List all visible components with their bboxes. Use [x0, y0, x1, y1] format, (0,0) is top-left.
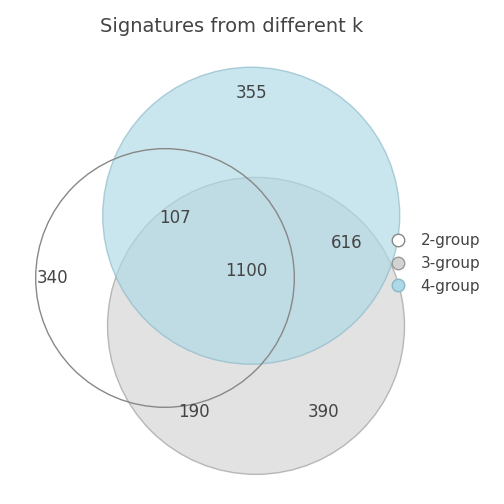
Circle shape [103, 67, 400, 364]
Text: 340: 340 [37, 269, 69, 287]
Text: 616: 616 [331, 233, 363, 251]
Text: 1100: 1100 [225, 262, 268, 280]
Text: 390: 390 [307, 403, 339, 421]
Title: Signatures from different k: Signatures from different k [100, 17, 364, 36]
Text: 355: 355 [235, 84, 267, 102]
Text: 107: 107 [159, 209, 191, 227]
Circle shape [107, 177, 405, 474]
Text: 190: 190 [178, 403, 210, 421]
Legend: 2-group, 3-group, 4-group: 2-group, 3-group, 4-group [376, 227, 486, 300]
